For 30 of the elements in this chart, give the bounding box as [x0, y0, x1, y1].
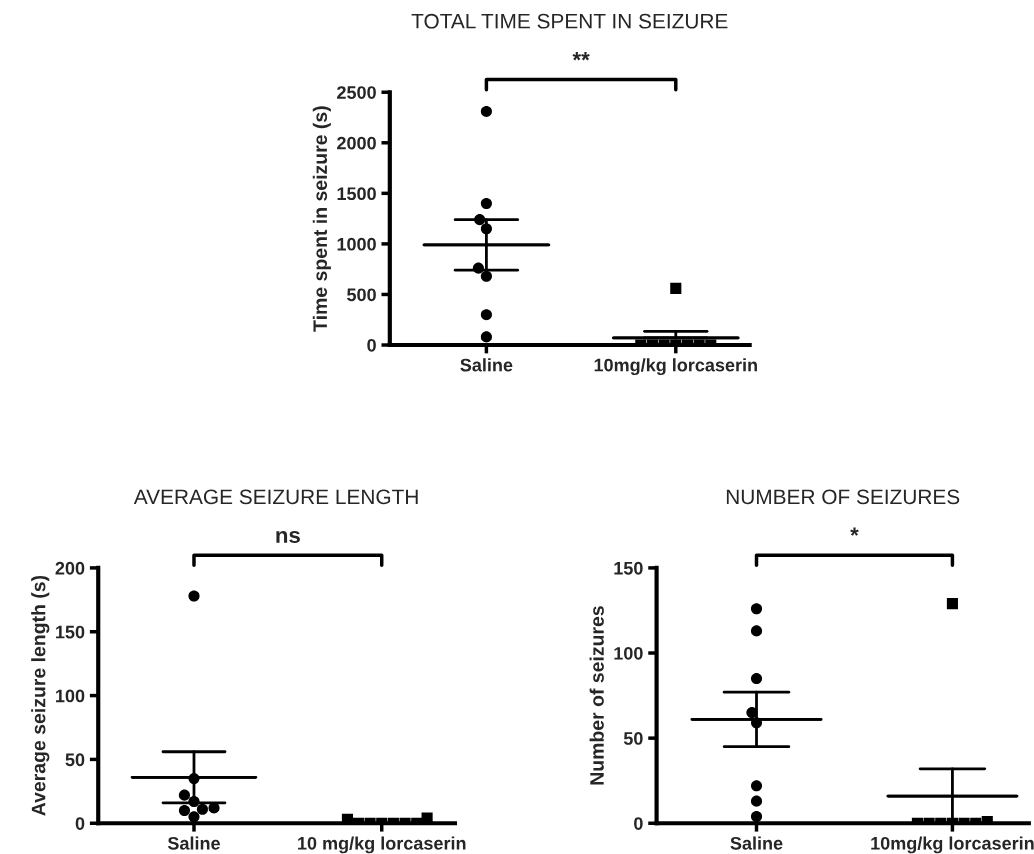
chart-title: NUMBER OF SEIZURES	[726, 489, 960, 505]
chart-title: TOTAL TIME SPENT IN SEIZURE	[411, 13, 728, 29]
y-tick-label: 150	[56, 625, 85, 639]
y-tick-label: 0	[367, 338, 376, 352]
y-tick-label: 0	[634, 817, 643, 830]
y-tick-label: 1500	[337, 187, 376, 201]
y-tick-label: 100	[56, 689, 85, 703]
x-tick-label: 10 mg/kg lorcaserin	[298, 836, 466, 854]
y-tick-label: 0	[75, 817, 85, 830]
y-axis-title: Average seizure length (s)	[31, 575, 50, 816]
y-axis-title: Time spent in seizure (s)	[312, 106, 331, 332]
y-tick-label: 500	[347, 288, 376, 302]
y-tick-label: 1000	[337, 237, 376, 251]
x-tick-label: Saline	[730, 836, 783, 850]
text: *	[850, 527, 859, 536]
y-tick-label: 2000	[337, 136, 376, 150]
y-tick-label: 50	[65, 753, 85, 767]
x-tick-label: 10mg/kg lorcaserin	[871, 836, 1034, 854]
y-tick-label: 100	[614, 646, 643, 660]
x-tick-label: 10mg/kg lorcaserin	[594, 358, 757, 376]
y-tick-label: 200	[55, 561, 85, 575]
y-axis-title: Number of seizures	[589, 606, 604, 785]
y-tick-label: 50	[623, 732, 643, 745]
x-tick-label: Saline	[167, 836, 220, 850]
x-tick-label: Saline	[460, 358, 513, 372]
chart-title: AVERAGE SEIZURE LENGTH	[133, 489, 418, 505]
y-tick-label: 2500	[337, 86, 376, 99]
text: ns	[276, 530, 300, 544]
y-tick-label: 150	[614, 561, 643, 575]
text: **	[572, 52, 590, 61]
